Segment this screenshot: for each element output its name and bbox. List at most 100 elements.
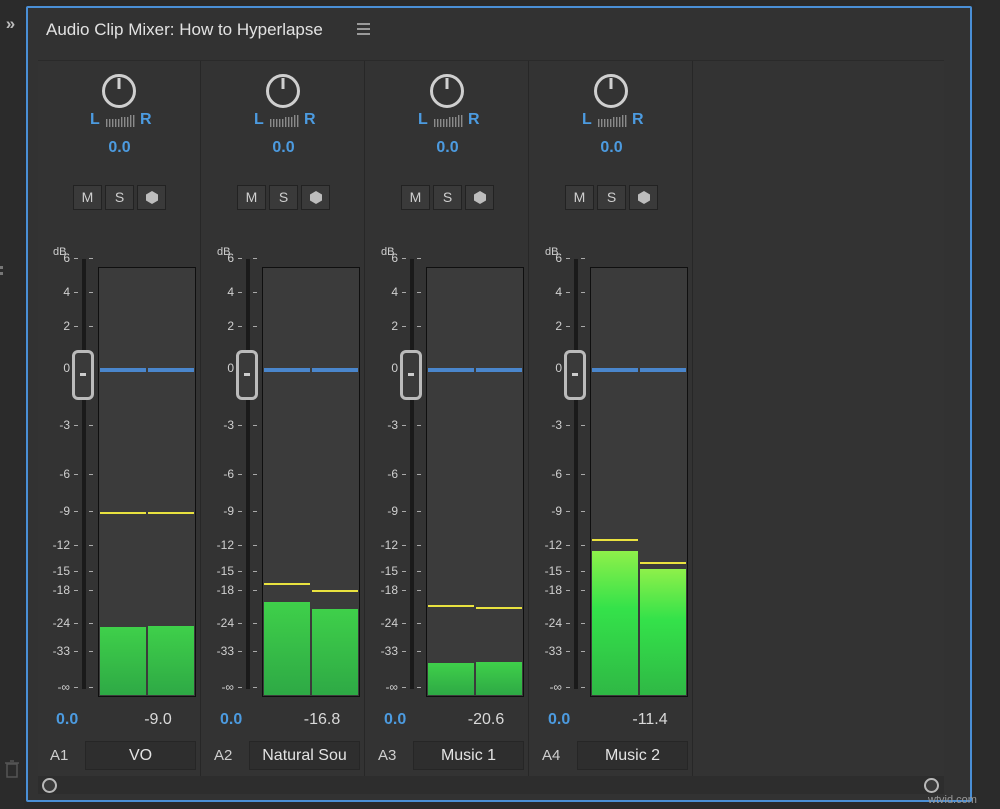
keyframe-button[interactable]: [465, 185, 494, 210]
audio-clip-mixer-panel: Audio Clip Mixer: How to Hyperlapse L R 0.…: [26, 6, 972, 802]
mute-button[interactable]: M: [401, 185, 430, 210]
pan-value[interactable]: 0.0: [600, 139, 623, 156]
db-tick-label: 0: [63, 361, 70, 375]
solo-button[interactable]: S: [433, 185, 462, 210]
db-tick-label: 0: [227, 361, 234, 375]
db-unit-label: dB: [217, 246, 231, 258]
fader-track[interactable]: [246, 259, 250, 689]
fader-track[interactable]: [410, 259, 414, 689]
db-tick-label: 6: [63, 251, 70, 265]
zero-db-line: [148, 368, 194, 372]
gain-value[interactable]: 0.0: [56, 711, 79, 728]
pan-meter-icon: [270, 115, 299, 127]
db-tick-label: 0: [391, 361, 398, 375]
pan-knob-icon[interactable]: [265, 73, 301, 109]
db-scale: 6 4 2 0 -3 -6 -9 -12 -15 -18 -24 -33 -∞: [530, 61, 590, 777]
db-tick-label: -9: [387, 504, 398, 518]
db-tick-label: -33: [52, 644, 70, 658]
pan-meter-icon: [106, 115, 135, 127]
peak-hold-line: [640, 562, 686, 565]
volume-fader-handle[interactable]: [400, 350, 422, 400]
db-tick-label: 4: [555, 285, 562, 299]
db-tick-label: 2: [63, 319, 70, 333]
db-tick-label: -6: [387, 467, 398, 481]
sidebar-grip: [0, 266, 3, 269]
track-name-field[interactable]: Music 2: [577, 741, 688, 770]
level-value: -9.0: [144, 711, 172, 728]
peak-hold-line: [264, 583, 310, 586]
db-tick-label: -∞: [221, 680, 234, 694]
horizontal-scrollbar[interactable]: [38, 776, 944, 794]
fader-track[interactable]: [82, 259, 86, 689]
volume-fader-handle[interactable]: [236, 350, 258, 400]
pan-left-label: L: [582, 111, 592, 128]
pan-right-label: R: [632, 111, 644, 128]
gain-value[interactable]: 0.0: [384, 711, 407, 728]
mute-button[interactable]: M: [237, 185, 266, 210]
pan-value[interactable]: 0.0: [436, 139, 459, 156]
chevron-double-right-icon[interactable]: »: [5, 14, 15, 33]
volume-fader-handle[interactable]: [564, 350, 586, 400]
pan-value[interactable]: 0.0: [108, 139, 131, 156]
mute-button[interactable]: M: [565, 185, 594, 210]
keyframe-diamond-icon: [309, 191, 322, 204]
scroll-start-handle[interactable]: [42, 778, 57, 793]
watermark: wtvid.com: [928, 794, 977, 806]
db-tick-label: -33: [216, 644, 234, 658]
peak-hold-line: [476, 606, 522, 609]
pan-knob-icon[interactable]: [429, 73, 465, 109]
scroll-end-handle[interactable]: [924, 778, 939, 793]
pan-value[interactable]: 0.0: [272, 139, 295, 156]
pan-right-label: R: [140, 111, 152, 128]
db-tick-label: 6: [555, 251, 562, 265]
db-tick-label: -24: [380, 616, 398, 630]
track-name-field[interactable]: Music 1: [413, 741, 524, 770]
keyframe-button[interactable]: [301, 185, 330, 210]
track-name-field[interactable]: VO: [85, 741, 196, 770]
db-tick-label: -12: [216, 538, 234, 552]
level-value: -11.4: [632, 711, 668, 728]
meter-bar: [312, 608, 358, 695]
meter-bar: [100, 626, 146, 695]
gain-value[interactable]: 0.0: [548, 711, 571, 728]
pan-left-label: L: [254, 111, 264, 128]
sidebar-grip: [0, 272, 3, 275]
zero-db-line: [592, 368, 638, 372]
db-scale: 6 4 2 0 -3 -6 -9 -12 -15 -18 -24 -33 -∞: [366, 61, 426, 777]
solo-button[interactable]: S: [105, 185, 134, 210]
pan-right-label: R: [468, 111, 480, 128]
track-name-field[interactable]: Natural Sou: [249, 741, 360, 770]
solo-button[interactable]: S: [269, 185, 298, 210]
db-tick-label: 6: [227, 251, 234, 265]
db-tick-label: 4: [227, 285, 234, 299]
peak-hold-line: [592, 539, 638, 542]
peak-hold-line: [312, 589, 358, 592]
db-tick-label: -12: [380, 538, 398, 552]
meter-bar: [148, 625, 194, 695]
keyframe-button[interactable]: [629, 185, 658, 210]
db-tick-label: -15: [544, 564, 562, 578]
hamburger-menu-icon[interactable]: [356, 22, 371, 36]
pan-meter-icon: [434, 115, 463, 127]
fader-track[interactable]: [574, 259, 578, 689]
solo-button[interactable]: S: [597, 185, 626, 210]
db-tick-label: 2: [555, 319, 562, 333]
pan-knob-icon[interactable]: [101, 73, 137, 109]
zero-db-line: [476, 368, 522, 372]
keyframe-diamond-icon: [637, 191, 650, 204]
volume-fader-handle[interactable]: [72, 350, 94, 400]
keyframe-button[interactable]: [137, 185, 166, 210]
gain-value[interactable]: 0.0: [220, 711, 243, 728]
db-tick-label: 2: [391, 319, 398, 333]
right-panel-edge: [975, 0, 1000, 809]
mute-button[interactable]: M: [73, 185, 102, 210]
db-tick-label: -∞: [549, 680, 562, 694]
trash-icon[interactable]: [5, 760, 19, 778]
pan-left-label: L: [418, 111, 428, 128]
level-value: -16.8: [303, 711, 341, 728]
pan-knob-icon[interactable]: [593, 73, 629, 109]
